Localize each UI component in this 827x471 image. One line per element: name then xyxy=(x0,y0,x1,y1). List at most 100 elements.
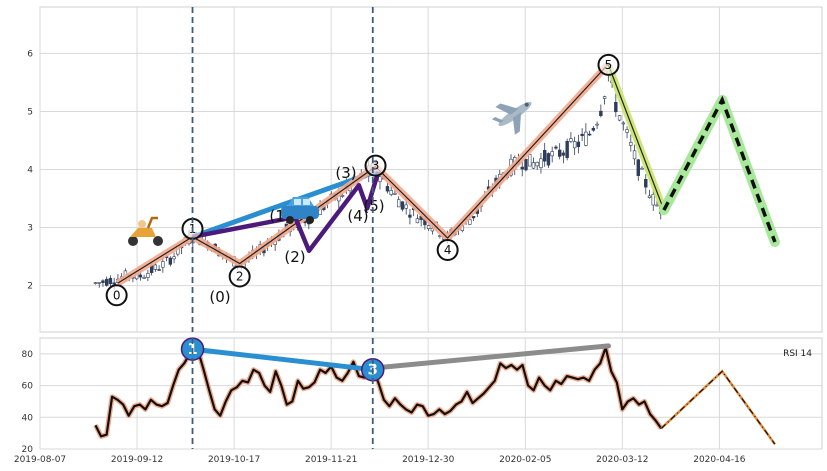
correction-wave-line xyxy=(607,64,665,211)
price-y-tick-label: 6 xyxy=(27,49,33,59)
candle-body xyxy=(385,186,390,192)
candle-body xyxy=(400,201,405,210)
x-tick-label: 2019-08-07 xyxy=(14,455,66,465)
primary-wave-label: 3 xyxy=(372,159,380,173)
rsi-projection-line xyxy=(660,370,776,445)
rsi-trendline-gray xyxy=(370,343,611,371)
candle-body xyxy=(617,115,622,121)
sub-wave-label: (2) xyxy=(284,248,305,266)
x-tick-label: 2020-04-16 xyxy=(693,455,746,465)
candle-body xyxy=(602,96,607,99)
candle-body xyxy=(108,277,113,285)
candle-body xyxy=(138,274,143,278)
rsi-y-tick-label: 40 xyxy=(22,413,34,423)
candle-body xyxy=(531,162,536,169)
candle-body xyxy=(340,195,345,197)
candle-body xyxy=(542,150,547,162)
candle-body xyxy=(535,161,539,167)
rsi-plot-area xyxy=(39,337,823,450)
primary-wave-marker xyxy=(436,238,459,261)
price-y-tick-label: 2 xyxy=(27,282,33,292)
rsi-y-tick-label: 60 xyxy=(22,382,34,392)
candle-body xyxy=(550,151,554,157)
candle-body xyxy=(546,153,551,166)
primary-wave-label: 0 xyxy=(113,288,121,302)
primary-wave-label: 2 xyxy=(236,270,244,284)
rsi-legend: RSI 14 xyxy=(783,349,812,359)
candle-body xyxy=(520,166,524,170)
x-tick-label: 2020-02-05 xyxy=(499,455,551,465)
candle-body xyxy=(161,261,165,268)
candle-body xyxy=(393,192,397,195)
sub-wave-label: (4) xyxy=(347,207,368,225)
candle-body xyxy=(584,131,588,146)
price-y-tick-label: 5 xyxy=(27,107,33,117)
candle-body xyxy=(591,127,596,131)
extra-wave-label: (0) xyxy=(209,288,230,306)
candle-body xyxy=(93,282,98,284)
candle-body xyxy=(396,199,401,208)
candle-body xyxy=(595,123,599,126)
x-tick-label: 2019-11-21 xyxy=(305,455,357,465)
candle-body xyxy=(655,204,659,207)
candle-body xyxy=(565,140,569,158)
candle-body xyxy=(430,227,435,232)
candle-body xyxy=(101,280,105,283)
car-icon xyxy=(281,197,319,224)
price-y-tick-label: 3 xyxy=(27,224,33,234)
candle-body xyxy=(614,102,618,113)
x-axis-ticks: 2019-08-07 2019-09-12 2019-10-17 2019-11-21… xyxy=(14,455,746,465)
candle-body xyxy=(621,122,626,125)
candle-body xyxy=(539,158,543,169)
candle-body xyxy=(580,133,584,137)
candle-body xyxy=(378,176,382,182)
candle-body xyxy=(644,178,648,188)
airplane-icon xyxy=(491,101,532,135)
price-y-ticks: 2 3 4 5 6 xyxy=(27,49,33,291)
sub-wave-label: (5) xyxy=(363,197,384,215)
candle-body xyxy=(554,146,558,149)
rsi-trendline-blue xyxy=(190,346,376,373)
candle-body xyxy=(576,141,581,147)
candle-body xyxy=(408,214,412,218)
candle-body xyxy=(172,256,176,260)
vertical-markers xyxy=(191,7,374,449)
primary-wave-label: 4 xyxy=(444,243,452,257)
candle-body xyxy=(647,195,652,198)
candle-body xyxy=(471,216,476,219)
rsi-y-ticks: 20 40 60 80 xyxy=(22,350,34,455)
candle-body xyxy=(404,204,408,209)
price-icons xyxy=(128,101,532,246)
candle-body xyxy=(599,110,603,117)
candle-body xyxy=(625,129,629,133)
rsi-y-tick-label: 80 xyxy=(22,350,34,360)
candle-body xyxy=(415,218,420,224)
candle-body xyxy=(153,264,158,270)
price-trendline xyxy=(190,169,378,240)
price-y-tick-label: 4 xyxy=(27,166,33,176)
candle-body xyxy=(528,154,532,167)
candle-body xyxy=(632,150,637,160)
candle-body xyxy=(651,193,655,206)
rsi-y-tick-label: 20 xyxy=(22,445,34,455)
candle-body xyxy=(157,269,161,271)
candle-body xyxy=(569,138,573,142)
primary-wave-marker xyxy=(364,154,387,177)
candle-body xyxy=(524,158,528,171)
x-tick-label: 2019-09-12 xyxy=(111,455,163,465)
candle-body xyxy=(168,257,173,265)
primary-wave-marker xyxy=(597,53,620,76)
primary-wave-label: 5 xyxy=(605,58,613,72)
candle-body xyxy=(557,149,562,157)
x-tick-label: 2020-03-12 xyxy=(596,455,648,465)
candle-body xyxy=(561,152,566,156)
candle-body xyxy=(97,282,101,284)
candle-body xyxy=(468,219,472,225)
x-tick-label: 2019-10-17 xyxy=(208,455,260,465)
candle-body xyxy=(636,159,640,176)
candle-body xyxy=(104,278,109,286)
candle-body xyxy=(629,141,633,146)
